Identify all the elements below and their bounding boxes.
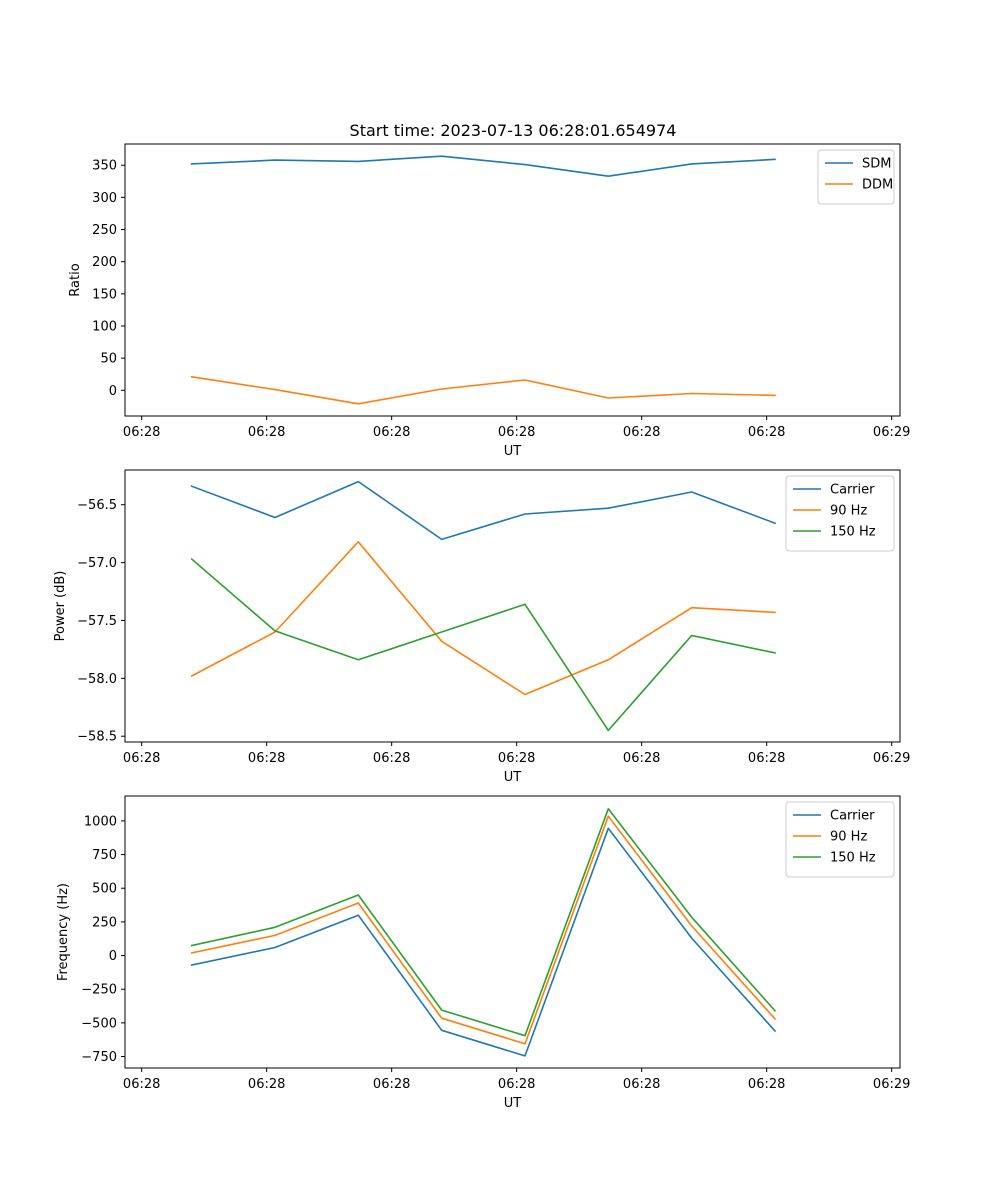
series-line-ddm — [190, 375, 776, 405]
y-axis-label: Power (dB) — [53, 571, 68, 642]
series-line-150-hz — [190, 557, 776, 732]
legend-entry: Carrier — [830, 809, 875, 824]
y-tick-label: −58.0 — [77, 672, 117, 687]
legend-entry: 150 Hz — [830, 851, 876, 866]
x-tick-label: 06:28 — [498, 425, 535, 440]
x-tick-label: 06:28 — [373, 425, 410, 440]
legend-entry: SDM — [862, 157, 891, 172]
series-line-90-hz — [190, 540, 776, 696]
legend-entry: Carrier — [830, 483, 875, 498]
y-tick-label: 200 — [92, 255, 117, 270]
x-tick-label: 06:28 — [123, 425, 160, 440]
series-line-carrier — [190, 480, 777, 541]
x-tick-label: 06:28 — [623, 751, 660, 766]
x-tick-label: 06:28 — [373, 751, 410, 766]
y-tick-label: −58.5 — [77, 730, 117, 745]
x-tick-label: 06:28 — [498, 751, 535, 766]
y-tick-label: 300 — [92, 191, 117, 206]
y-tick-label: −250 — [81, 983, 117, 998]
series-line-sdm — [190, 155, 776, 177]
y-tick-label: −57.0 — [77, 556, 117, 571]
y-tick-label: −57.5 — [77, 614, 117, 629]
figure-title: Start time: 2023-07-13 06:28:01.654974 — [350, 121, 677, 140]
legend-entry: 90 Hz — [830, 830, 867, 845]
y-tick-label: 0 — [109, 384, 117, 399]
y-tick-label: 350 — [92, 159, 117, 174]
x-tick-label: 06:28 — [748, 425, 785, 440]
x-tick-label: 06:28 — [248, 751, 285, 766]
legend-box — [785, 475, 895, 552]
axes-frame — [124, 143, 901, 417]
x-tick-label: 06:28 — [748, 1077, 785, 1092]
x-tick-label: 06:29 — [873, 425, 910, 440]
axes-frame — [124, 469, 901, 743]
legend-entry: DDM — [862, 178, 893, 193]
x-tick-label: 06:28 — [373, 1077, 410, 1092]
chart-panel-3: −750 −500 −250 0 250 500 750 1000 06:28 06:28 06:2… — [56, 795, 910, 1111]
x-tick-label: 06:28 — [498, 1077, 535, 1092]
axes-frame — [124, 795, 901, 1069]
legend: Carrier 90 Hz 150 Hz — [785, 801, 895, 878]
y-tick-label: −56.5 — [77, 498, 117, 513]
x-tick-label: 06:28 — [248, 1077, 285, 1092]
y-tick-label: 150 — [92, 287, 117, 302]
legend: SDM DDM — [817, 149, 895, 205]
y-axis-label: Frequency (Hz) — [56, 883, 71, 981]
x-axis-label: UT — [504, 444, 522, 459]
x-tick-label: 06:28 — [748, 751, 785, 766]
legend-entry: 90 Hz — [830, 504, 867, 519]
legend: Carrier 90 Hz 150 Hz — [785, 475, 895, 552]
chart-panel-1: 0 50 100 150 200 250 300 350 06:28 06:28 06:28 06:2… — [68, 143, 910, 459]
y-tick-label: 250 — [92, 223, 117, 238]
series-line-90-hz — [190, 815, 777, 1045]
x-tick-label: 06:29 — [873, 751, 910, 766]
y-tick-label: 500 — [92, 882, 117, 897]
y-tick-label: 250 — [92, 915, 117, 930]
x-tick-label: 06:28 — [123, 751, 160, 766]
y-tick-label: −500 — [81, 1016, 117, 1031]
chart-panel-2: −58.5 −58.0 −57.5 −57.0 −56.5 06:28 06:28 06:28… — [53, 469, 910, 785]
legend-entry: 150 Hz — [830, 525, 876, 540]
y-axis-label: Ratio — [68, 263, 83, 296]
x-tick-label: 06:29 — [873, 1077, 910, 1092]
series-line-150-hz — [190, 807, 777, 1037]
x-axis-label: UT — [504, 1096, 522, 1111]
y-tick-label: 100 — [92, 319, 117, 334]
y-tick-label: 750 — [92, 848, 117, 863]
x-tick-label: 06:28 — [623, 425, 660, 440]
x-axis-label: UT — [504, 770, 522, 785]
x-tick-label: 06:28 — [248, 425, 285, 440]
y-tick-label: 50 — [100, 352, 117, 367]
series-line-carrier — [190, 827, 777, 1057]
x-tick-label: 06:28 — [623, 1077, 660, 1092]
y-tick-label: 1000 — [84, 814, 117, 829]
y-tick-label: 0 — [109, 949, 117, 964]
x-tick-label: 06:28 — [123, 1077, 160, 1092]
legend-box — [785, 801, 895, 878]
y-tick-label: −750 — [81, 1050, 117, 1065]
